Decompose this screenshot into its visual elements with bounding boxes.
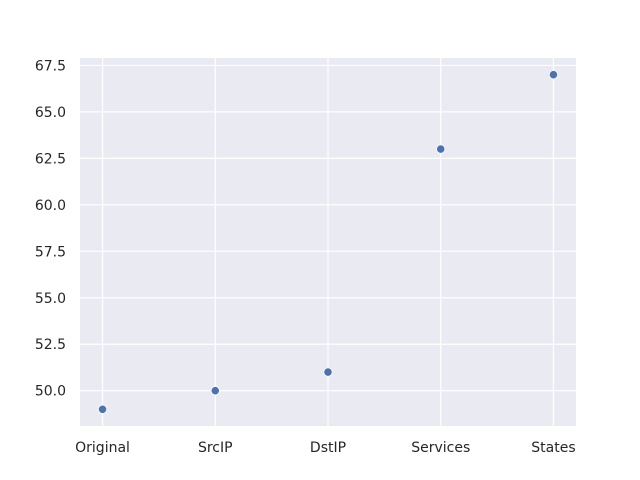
x-tick-label: States	[531, 440, 575, 456]
data-point	[97, 404, 108, 414]
y-tick-label: 52.5	[35, 337, 66, 353]
x-tick-label: DstIP	[310, 440, 346, 456]
x-tick-label: SrcIP	[198, 440, 233, 456]
x-tick-label: Original	[75, 440, 130, 456]
y-tick-label: 60.0	[35, 198, 66, 214]
x-gridlines	[101, 58, 555, 426]
x-axis-tick-labels: Original SrcIP DstIP Services States	[75, 440, 575, 456]
x-tick-label: Services	[411, 440, 470, 456]
data-point	[436, 144, 446, 154]
y-tick-label: 55.0	[35, 291, 66, 307]
y-tick-label: 50.0	[35, 384, 66, 400]
data-point	[323, 367, 333, 377]
y-tick-label: 67.5	[35, 58, 66, 74]
data-points	[97, 70, 559, 414]
y-tick-label: 57.5	[35, 244, 66, 260]
y-tick-label: 62.5	[35, 151, 66, 167]
data-point	[548, 70, 559, 80]
data-point	[210, 386, 220, 396]
y-axis-tick-labels: 50.0 52.5 55.0 57.5 60.0 62.5 65.0 67.5	[35, 58, 66, 399]
y-tick-label: 65.0	[35, 105, 66, 121]
